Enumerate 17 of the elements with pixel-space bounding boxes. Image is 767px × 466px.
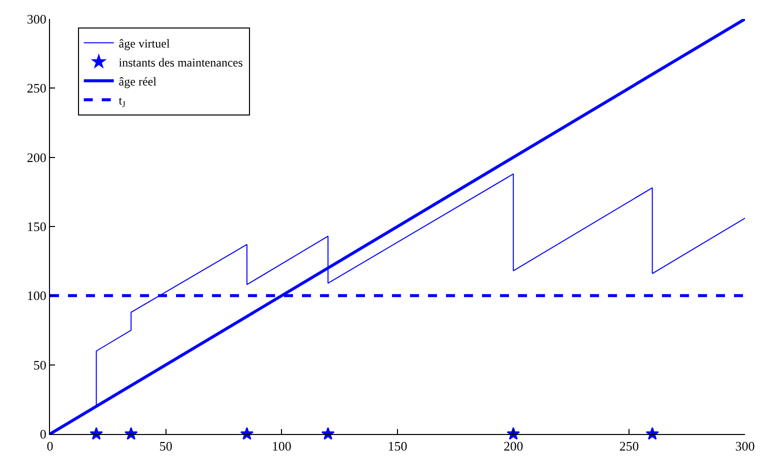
legend-label: t$_{J}$ (118, 93, 126, 109)
x-tick-label: 150 (388, 438, 408, 454)
y-tick-label: 250 (26, 80, 46, 96)
legend-label: âge virtuel (118, 36, 170, 50)
y-tick-label: 200 (26, 150, 46, 165)
x-tick-label: 200 (504, 438, 524, 454)
y-tick-label: 50 (33, 357, 46, 372)
y-tick-label: 300 (26, 12, 46, 27)
legend-label: instants des maintenances (118, 55, 244, 70)
x-tick-label: 50 (159, 438, 172, 454)
y-tick-label: 100 (26, 288, 46, 304)
x-tick-label: 250 (619, 438, 639, 454)
legend-label: âge réel (118, 74, 158, 88)
y-tick-label: 0 (40, 426, 46, 442)
x-tick-label: 100 (272, 438, 292, 454)
y-tick-label: 150 (26, 219, 46, 234)
x-tick-label: 300 (735, 438, 755, 454)
